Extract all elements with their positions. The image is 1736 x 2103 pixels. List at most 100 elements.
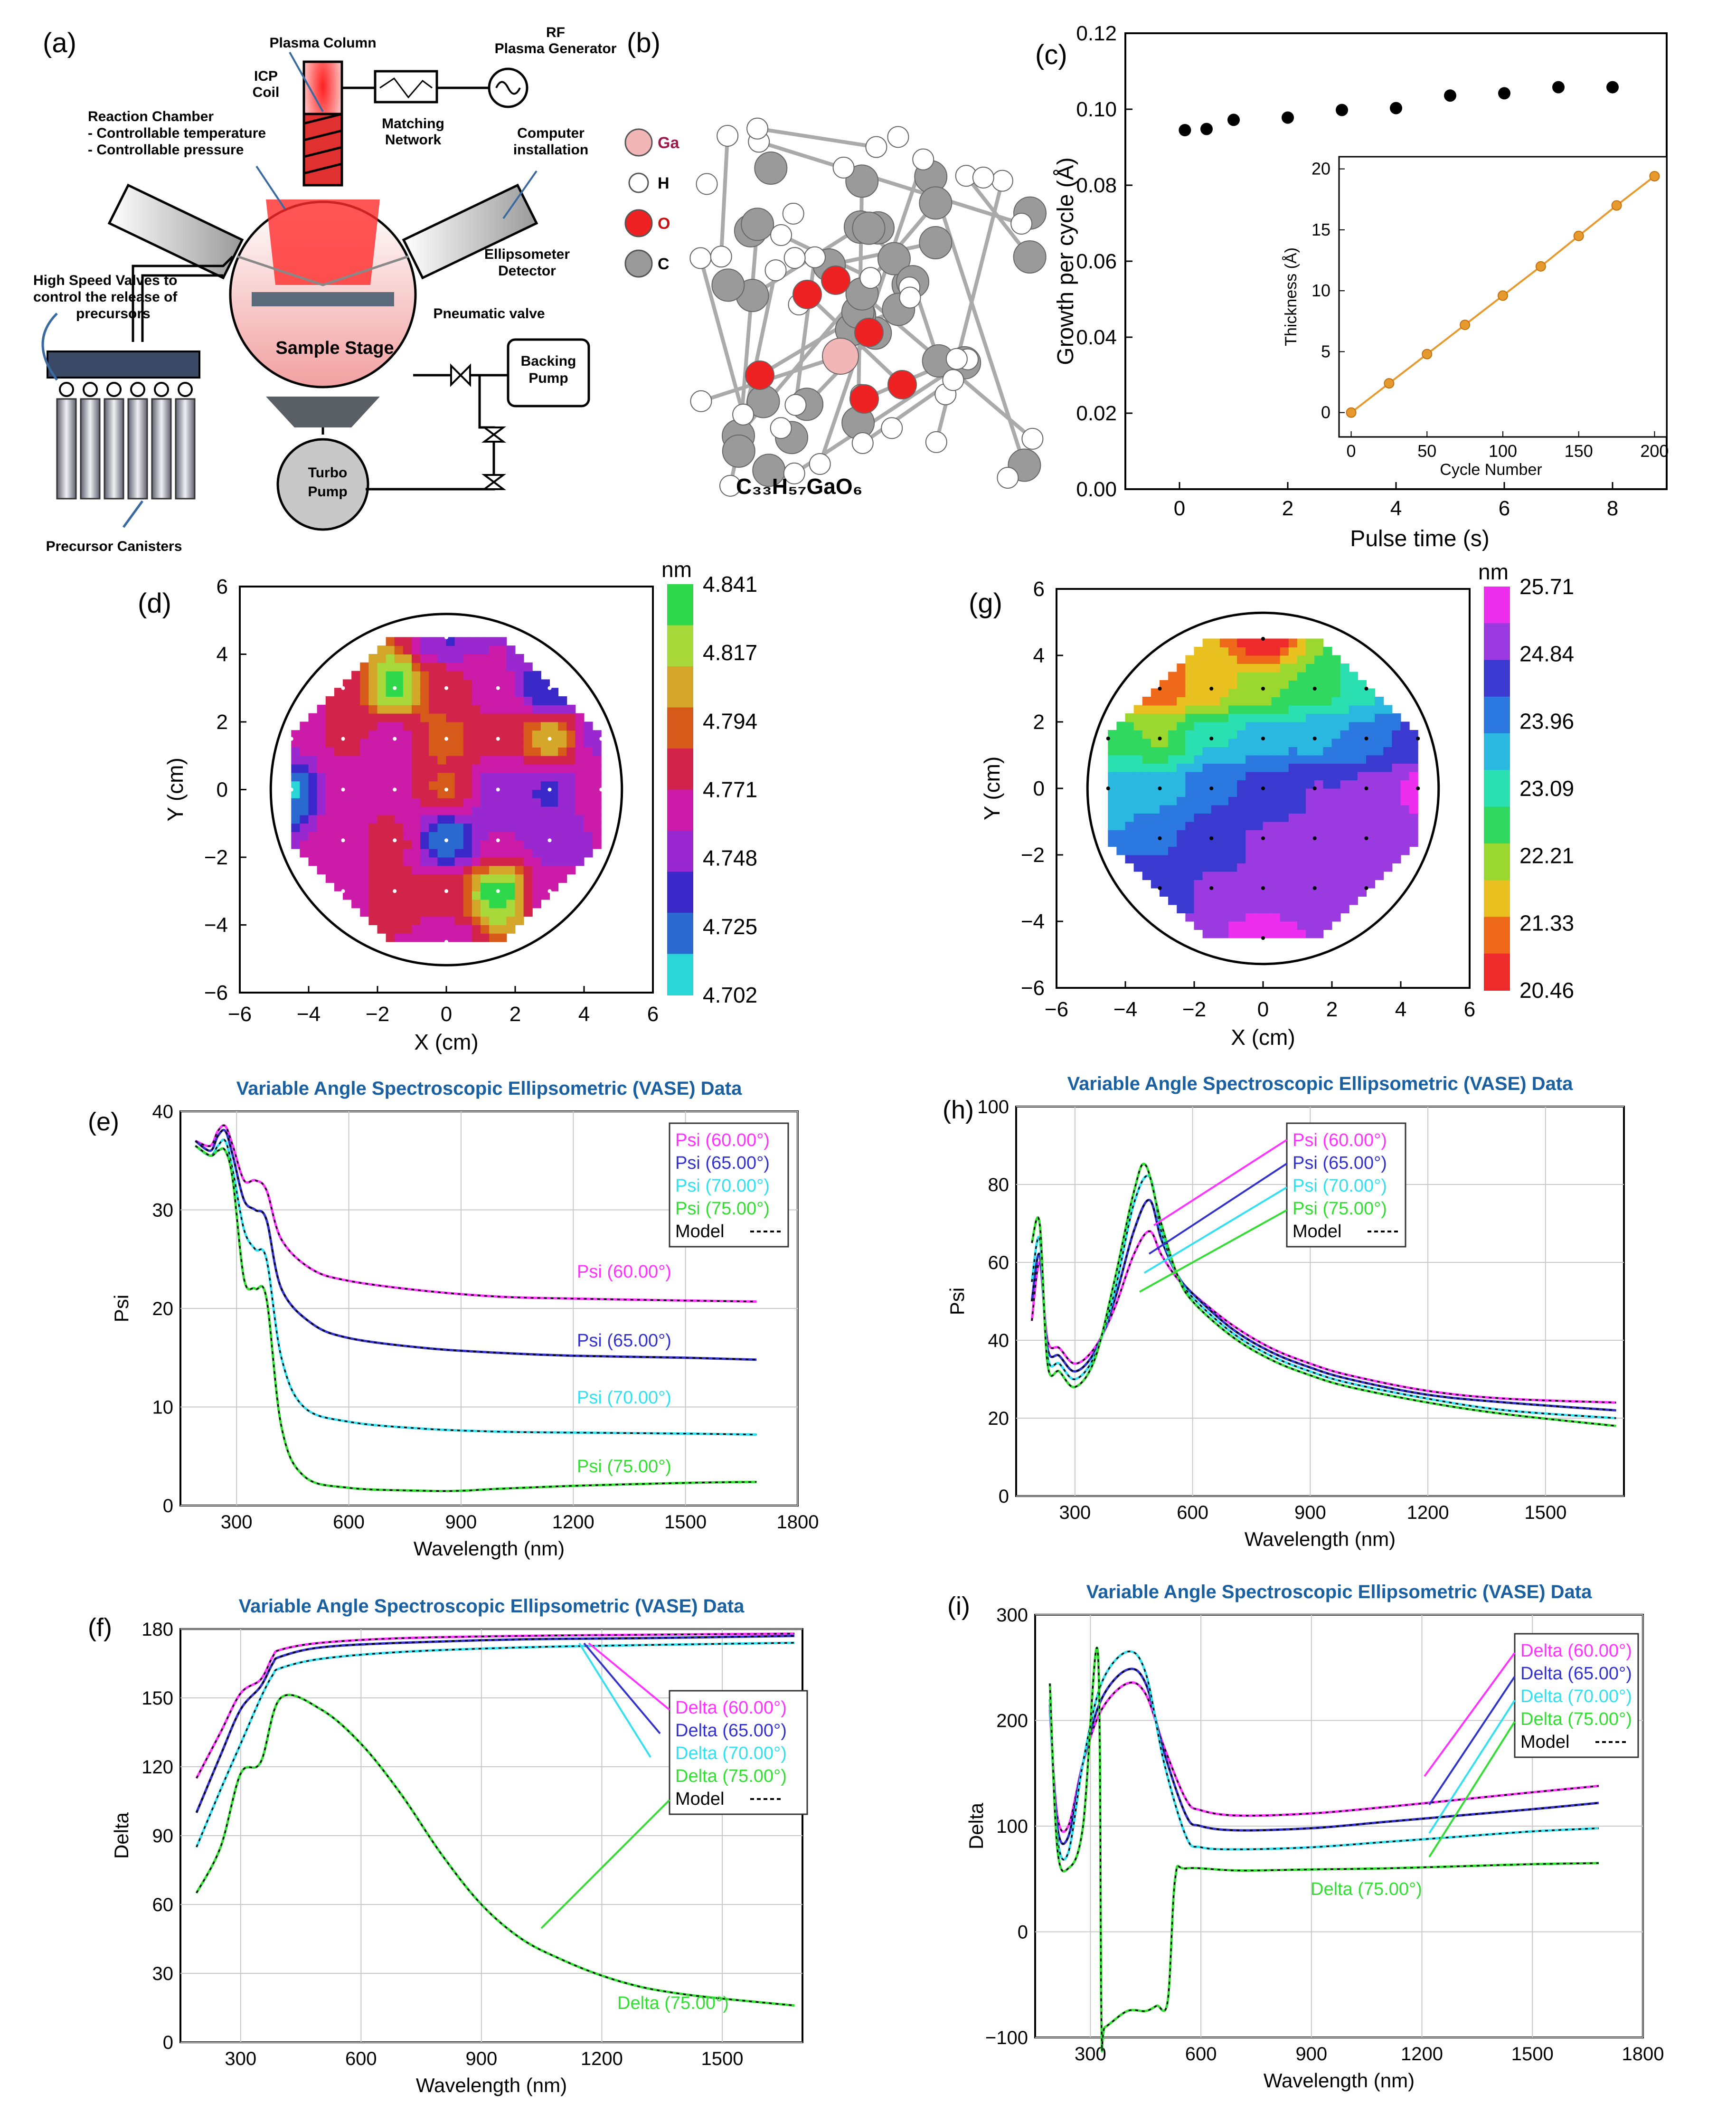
contour-cell — [1280, 755, 1289, 764]
contour-cell — [1263, 688, 1272, 697]
contour-cell — [1211, 771, 1220, 780]
contour-cell — [463, 882, 472, 891]
contour-cell — [334, 747, 343, 756]
contour-cell — [1185, 780, 1195, 789]
contour-cell — [1237, 672, 1246, 681]
contour-cell — [463, 671, 472, 680]
contour-cell — [515, 890, 524, 900]
contour-cell — [1202, 813, 1212, 822]
contour-cell — [498, 696, 507, 705]
colorbar-tick-label: 24.84 — [1519, 642, 1574, 666]
contour-cell — [472, 755, 481, 765]
contour-cell — [1314, 929, 1324, 938]
contour-cell — [1357, 680, 1367, 689]
contour-cell — [1125, 788, 1134, 797]
contour-cell — [454, 772, 464, 782]
contour-cell — [1142, 705, 1151, 714]
contour-cell — [1185, 730, 1195, 739]
y-tick-label: 80 — [988, 1175, 1010, 1195]
contour-cell — [1202, 672, 1212, 681]
contour-cell — [1194, 680, 1203, 689]
contour-cell — [489, 823, 499, 833]
contour-cell — [523, 832, 533, 841]
panel-i-chart: (i) Variable Angle Spectroscopic Ellipsom… — [947, 1582, 1664, 2092]
contour-cell — [1177, 730, 1186, 739]
contour-cell — [386, 721, 395, 731]
contour-cell — [1288, 880, 1298, 889]
contour-cell — [463, 637, 472, 646]
contour-cell — [540, 890, 550, 900]
contour-cell — [489, 654, 499, 663]
contour-cell — [1306, 880, 1315, 889]
contour-cell — [360, 865, 369, 875]
contour-cell — [489, 789, 499, 798]
contour-cell — [291, 747, 301, 756]
y-tick-label: 90 — [152, 1826, 174, 1847]
contour-cell — [1237, 929, 1246, 938]
contour-cell — [420, 797, 430, 807]
contour-cell — [1245, 655, 1255, 664]
contour-cell — [1202, 771, 1212, 780]
contour-cell — [1263, 880, 1272, 889]
contour-cell — [1280, 721, 1289, 730]
contour-cell — [334, 772, 343, 782]
valve-icon — [154, 382, 169, 397]
contour-cell — [481, 916, 490, 925]
contour-cell — [343, 848, 352, 858]
contour-cell — [1271, 888, 1281, 897]
contour-cell — [446, 857, 455, 866]
contour-cell — [1237, 871, 1246, 880]
contour-cell — [412, 721, 421, 731]
bond — [758, 140, 1022, 226]
contour-cell — [343, 840, 352, 849]
data-point — [1498, 87, 1510, 100]
inset-y-axis-label: Thickness (Å) — [1282, 247, 1300, 346]
contour-cell — [472, 696, 481, 705]
contour-cell — [377, 925, 387, 934]
contour-cell — [540, 679, 550, 689]
contour-cell — [1263, 638, 1272, 647]
measurement-point — [547, 737, 552, 741]
contour-cell — [592, 764, 602, 773]
contour-cell — [420, 688, 430, 697]
contour-cell — [540, 772, 550, 782]
contour-cell — [472, 890, 481, 900]
contour-cell — [1409, 730, 1418, 739]
contour-cell — [575, 857, 585, 866]
contour-cell — [420, 857, 430, 866]
contour-cell — [1202, 655, 1212, 664]
contour-cell — [1375, 871, 1384, 880]
contour-cell — [386, 797, 395, 807]
contour-cell — [506, 857, 516, 866]
contour-cell — [437, 840, 447, 849]
legend-entry: Psi (70.00°) — [675, 1176, 770, 1196]
contour-field — [1108, 638, 1418, 938]
contour-cell — [394, 916, 404, 925]
contour-cell — [1228, 713, 1238, 722]
contour-cell — [368, 916, 378, 925]
atom-h — [770, 224, 793, 246]
contour-cell — [549, 865, 559, 875]
contour-cell — [506, 645, 516, 654]
contour-cell — [437, 882, 447, 891]
contour-cell — [1237, 747, 1246, 756]
contour-cell — [1237, 713, 1246, 722]
contour-cell — [472, 662, 481, 672]
contour-cell — [334, 755, 343, 765]
contour-cell — [394, 890, 404, 900]
contour-cell — [412, 755, 421, 765]
contour-cell — [1271, 663, 1281, 673]
contour-cell — [403, 755, 412, 765]
contour-cell — [1245, 896, 1255, 905]
contour-cell — [437, 772, 447, 782]
contour-cell — [1409, 821, 1418, 830]
contour-cell — [1271, 830, 1281, 839]
contour-cell — [472, 637, 481, 646]
contour-cell — [300, 747, 309, 756]
contour-cell — [1271, 788, 1281, 797]
contour-cell — [1168, 821, 1178, 830]
contour-cell — [1133, 821, 1143, 830]
contour-cell — [1151, 763, 1160, 772]
contour-cell — [394, 874, 404, 883]
contour-cell — [446, 637, 455, 646]
